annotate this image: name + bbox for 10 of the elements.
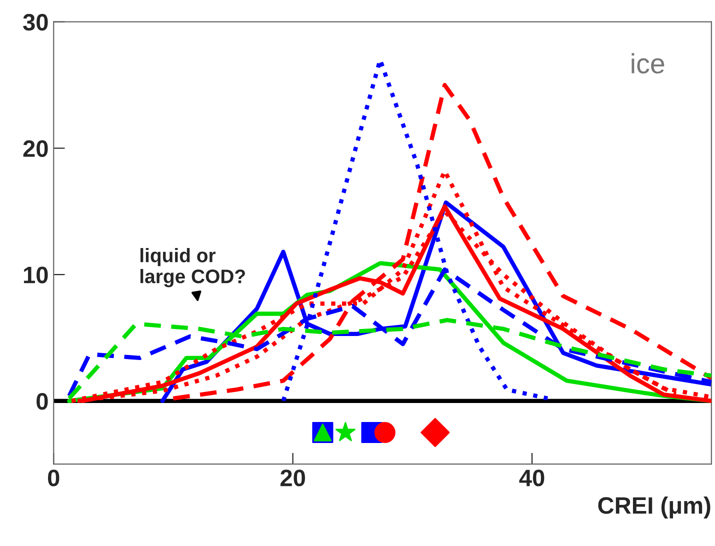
x-tick-label: 0	[48, 470, 60, 486]
y-tick-label: 30	[23, 14, 48, 31]
y-tick-label: 0	[36, 392, 48, 410]
x-axis-title: CREI (μm)	[598, 496, 710, 519]
annotation: liquid or large COD?	[140, 248, 245, 288]
annotation: ice	[632, 53, 664, 74]
y-tick-label: 20	[23, 140, 48, 157]
x-tick-label: 40	[519, 470, 544, 486]
x-tick-label: 20	[280, 470, 305, 486]
y-tick-label: 10	[24, 266, 48, 284]
